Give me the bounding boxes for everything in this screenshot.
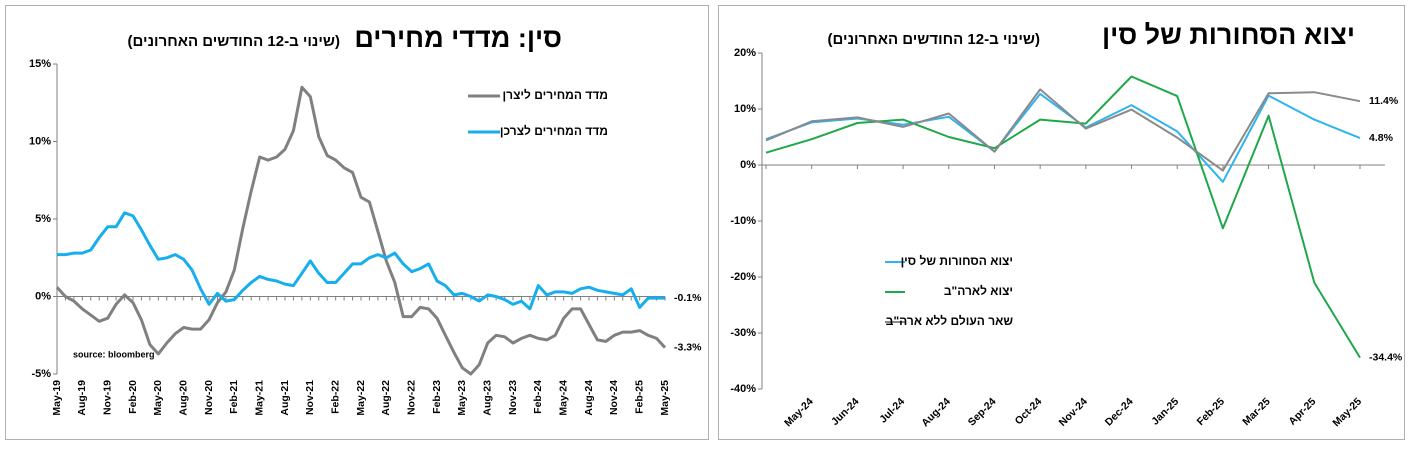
x-tick-label: Feb-20: [127, 380, 139, 414]
x-tick-label: May-19: [51, 380, 63, 416]
x-tick-label: Feb-25: [633, 380, 645, 414]
y-tick-label: 5%: [35, 213, 51, 225]
x-tick-label: May-25: [659, 380, 671, 416]
panel: [5, 5, 709, 440]
data-label: 11.4%: [1369, 95, 1399, 107]
y-tick-label: 20%: [734, 47, 756, 59]
source-note: source: bloomberg: [73, 349, 155, 359]
series-line: [765, 88, 1361, 172]
y-tick-label: 0%: [740, 159, 756, 171]
x-tick-label: Aug-22: [380, 380, 392, 416]
x-tick-label: Aug-24: [583, 380, 595, 416]
x-tick-label: Feb-22: [329, 380, 341, 414]
legend-label: שאר העולם ללא ארה"ב: [886, 314, 1014, 328]
x-tick-label: Nov-19: [101, 380, 113, 415]
x-tick-label: May-21: [253, 380, 265, 416]
y-tick-label: -20%: [730, 271, 756, 283]
y-tick-label: -30%: [730, 327, 756, 339]
y-tick-label: -10%: [730, 215, 756, 227]
y-tick-label: 15%: [29, 58, 51, 70]
data-label: -3.3%: [674, 341, 702, 353]
y-tick-label: 10%: [734, 103, 756, 115]
panel: [718, 5, 1405, 440]
legend-label: מדד המחירים ליצרן: [503, 88, 608, 102]
series-line: [55, 85, 667, 376]
chart-title: יצוא הסחורות של סין: [1102, 20, 1355, 50]
legend-label: מדד המחירים לצרכן: [500, 124, 608, 138]
x-tick-label: Feb-23: [431, 380, 443, 414]
data-label: 4.8%: [1369, 132, 1394, 144]
x-tick-label: Nov-24: [608, 380, 620, 415]
x-tick-label: Aug-19: [76, 380, 88, 416]
series-line: [765, 75, 1361, 359]
y-tick-label: 10%: [29, 135, 51, 147]
chart-subtitle: (שינוי ב-12 החודשים האחרונים): [828, 31, 1040, 48]
x-tick-label: May-22: [355, 380, 367, 416]
x-tick-label: Nov-23: [507, 380, 519, 415]
data-label: -0.1%: [674, 292, 702, 304]
x-tick-label: May-20: [152, 380, 164, 416]
legend-label: יצוא לארה"ב: [944, 284, 1013, 298]
legend-label: יצוא הסחורות של סין: [901, 254, 1013, 268]
chart-title: סין: מדדי מחירים: [354, 23, 562, 53]
x-tick-label: Nov-20: [203, 380, 215, 415]
x-tick-label: Aug-21: [279, 380, 291, 416]
x-tick-label: Feb-24: [532, 380, 544, 414]
x-tick-label: Aug-20: [177, 380, 189, 416]
series-line: [57, 211, 665, 311]
y-tick-label: -40%: [730, 383, 756, 395]
x-tick-label: May-23: [456, 380, 468, 416]
x-tick-label: Nov-21: [304, 380, 316, 415]
chart-subtitle: (שינוי ב-12 החודשים האחרונים): [128, 33, 340, 50]
x-tick-label: May-24: [557, 380, 569, 416]
x-tick-label: Feb-21: [228, 380, 240, 414]
y-tick-label: 0%: [35, 290, 51, 302]
x-tick-label: Nov-22: [405, 380, 417, 415]
y-tick-label: -5%: [31, 368, 51, 380]
x-tick-label: Aug-23: [481, 380, 493, 416]
data-label: -34.4%: [1369, 351, 1403, 363]
